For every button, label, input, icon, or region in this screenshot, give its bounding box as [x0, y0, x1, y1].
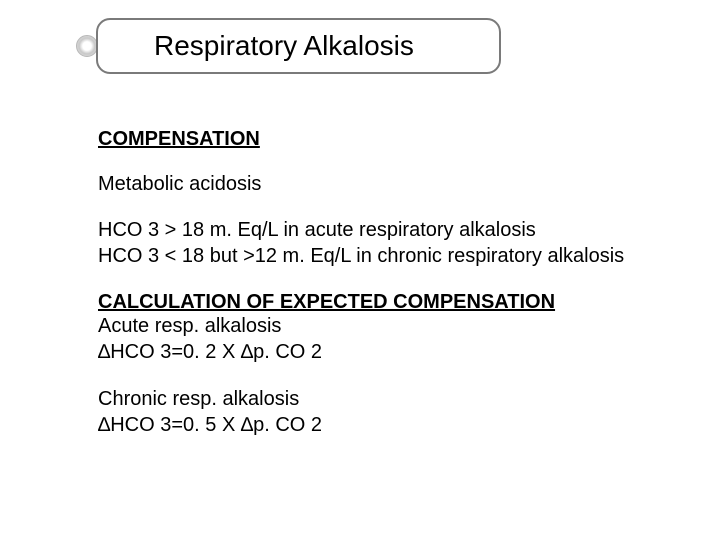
hco3-acute-line: HCO 3 > 18 m. Eq/L in acute respiratory … — [98, 218, 658, 244]
calculation-heading: CALCULATION OF EXPECTED COMPENSATION — [98, 291, 658, 314]
acute-label: Acute resp. alkalosis — [98, 314, 658, 340]
content-area: COMPENSATION Metabolic acidosis HCO 3 > … — [98, 128, 658, 439]
hco3-chronic-line: HCO 3 < 18 but >12 m. Eq/L in chronic re… — [98, 244, 658, 270]
metabolic-acidosis-line: Metabolic acidosis — [98, 173, 658, 196]
acute-formula: ∆HCO 3=0. 2 X ∆p. CO 2 — [98, 340, 658, 366]
title-box: Respiratory Alkalosis — [96, 18, 501, 74]
compensation-heading: COMPENSATION — [98, 128, 658, 151]
title-bullet-icon — [76, 35, 98, 57]
chronic-formula: ∆HCO 3=0. 5 X ∆p. CO 2 — [98, 413, 658, 439]
chronic-block: Chronic resp. alkalosis ∆HCO 3=0. 5 X ∆p… — [98, 387, 658, 438]
acute-block: CALCULATION OF EXPECTED COMPENSATION Acu… — [98, 291, 658, 365]
slide-title: Respiratory Alkalosis — [154, 30, 414, 62]
hco3-block: HCO 3 > 18 m. Eq/L in acute respiratory … — [98, 218, 658, 269]
chronic-label: Chronic resp. alkalosis — [98, 387, 658, 413]
